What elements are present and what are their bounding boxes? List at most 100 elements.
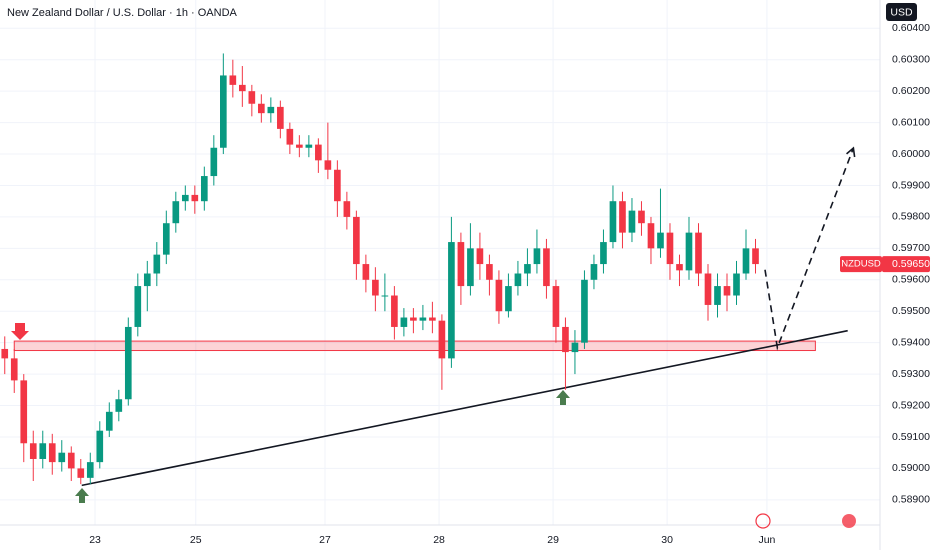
currency-box[interactable] [886, 3, 917, 21]
candle-body [647, 223, 655, 249]
candle-body [162, 223, 170, 255]
candle-body [353, 216, 360, 265]
candle-body [334, 169, 341, 202]
candle-body [657, 232, 664, 249]
y-tick-label: 0.60200 [892, 85, 930, 97]
x-tick-label: 29 [547, 534, 559, 546]
candle-body [39, 443, 47, 459]
x-tick-label: 27 [319, 534, 331, 546]
y-tick-label: 0.59400 [892, 336, 930, 348]
candles [1, 53, 759, 485]
price-tag: 0.59650 [892, 258, 930, 270]
candle-body [248, 91, 256, 104]
candle-body [143, 273, 151, 287]
candle-body [467, 248, 474, 287]
candle-body [438, 320, 446, 359]
candle-body [638, 210, 645, 224]
up-arrow [556, 390, 570, 405]
grid [0, 0, 880, 525]
candle-body [29, 443, 37, 459]
candle-body [239, 84, 246, 92]
candle-body [457, 242, 465, 287]
up-arrow [75, 488, 89, 503]
projection-path [764, 147, 855, 351]
candle-body [324, 160, 332, 170]
candle-body [20, 380, 28, 444]
x-tick-label: 23 [89, 534, 101, 546]
support-zone [13, 340, 816, 352]
candle-body [286, 128, 294, 145]
candle-body [258, 103, 265, 114]
down-arrow [11, 323, 29, 340]
annotations [13, 146, 856, 487]
candle-body [419, 317, 427, 321]
price-tag-bg [882, 256, 930, 273]
candle-body [362, 264, 370, 280]
candle-body [695, 232, 702, 274]
candle-body [429, 317, 436, 321]
candle-body [590, 264, 598, 280]
x-tick-label: 30 [661, 534, 673, 546]
candle-body [742, 248, 750, 274]
candle-body [391, 295, 398, 327]
candle-body [562, 326, 569, 353]
candle-body [581, 279, 588, 343]
candle-body [619, 201, 626, 233]
y-tick-label: 0.59600 [892, 274, 930, 286]
symbol-tag: NZDUSD [841, 259, 881, 270]
flag-icon[interactable] [842, 514, 856, 528]
candle-body [609, 201, 617, 243]
candle-body [305, 144, 313, 148]
y-tick-label: 0.60000 [892, 148, 930, 160]
candle-body [381, 295, 389, 297]
candle-body [723, 286, 731, 296]
y-tick-label: 0.60400 [892, 22, 930, 34]
y-tick-label: 0.59000 [892, 462, 930, 474]
candle-body [448, 242, 455, 359]
candle-body [733, 273, 740, 296]
y-tick-label: 0.59900 [892, 179, 930, 191]
candle-body [181, 194, 189, 202]
candle-body [10, 358, 18, 381]
candle-body [410, 317, 417, 321]
candle-body [153, 254, 161, 274]
y-tick-label: 0.59700 [892, 242, 930, 254]
candle-body [533, 248, 541, 265]
projection-arrowhead [846, 146, 856, 158]
candle-body [134, 286, 142, 327]
y-tick-label: 0.59200 [892, 399, 930, 411]
x-tick-label: Jun [758, 534, 775, 546]
candle-body [124, 326, 132, 400]
symbol-tag-bg [840, 256, 882, 273]
candle-body [267, 106, 275, 114]
trendline [81, 329, 848, 487]
candle-body [277, 106, 284, 129]
candle-body [600, 242, 607, 265]
candle-body [714, 286, 721, 305]
y-tick-label: 0.59300 [892, 368, 930, 380]
candle-body [48, 443, 56, 463]
y-tick-label: 0.59800 [892, 211, 930, 223]
candle-body [115, 399, 123, 412]
candle-body [543, 248, 550, 287]
chart-title: New Zealand Dollar / U.S. Dollar · 1h · … [7, 7, 238, 19]
candle-body [752, 248, 759, 265]
candle-body [200, 176, 208, 202]
candle-body [685, 232, 693, 271]
candle-body [571, 342, 579, 353]
candle-body [476, 248, 484, 265]
candle-body [628, 210, 636, 233]
y-tick-label: 0.59100 [892, 431, 930, 443]
candle-body [105, 411, 113, 431]
candle-body [524, 264, 531, 274]
candle-body [400, 317, 408, 327]
candle-body [315, 144, 322, 161]
candle-body [58, 452, 66, 463]
event-icon[interactable] [755, 513, 771, 529]
candle-body [486, 264, 493, 280]
candle-body [67, 452, 75, 469]
y-tick-label: 0.60300 [892, 54, 930, 66]
